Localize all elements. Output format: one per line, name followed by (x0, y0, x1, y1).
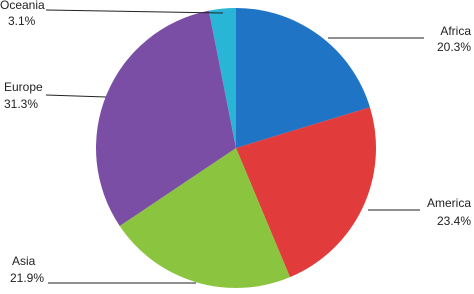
value-label: 3.1% (8, 14, 36, 28)
slice-label: Asia (12, 254, 36, 268)
slice-label: Africa (440, 24, 471, 38)
value-label: 23.4% (437, 214, 471, 228)
pie-slice (208, 8, 236, 148)
pie-slice (236, 107, 377, 278)
pie-slice (96, 10, 237, 226)
value-label: 31.3% (4, 97, 38, 111)
leader-line (45, 9, 224, 14)
pie-slice (236, 8, 370, 148)
value-label: 20.3% (437, 40, 471, 54)
slice-label: America (427, 196, 471, 210)
pie-slice (119, 148, 290, 289)
slice-label: Europe (4, 80, 43, 94)
value-label: 21.9% (10, 271, 44, 285)
leader-line (45, 94, 107, 98)
slice-label: Oceania (0, 0, 45, 12)
